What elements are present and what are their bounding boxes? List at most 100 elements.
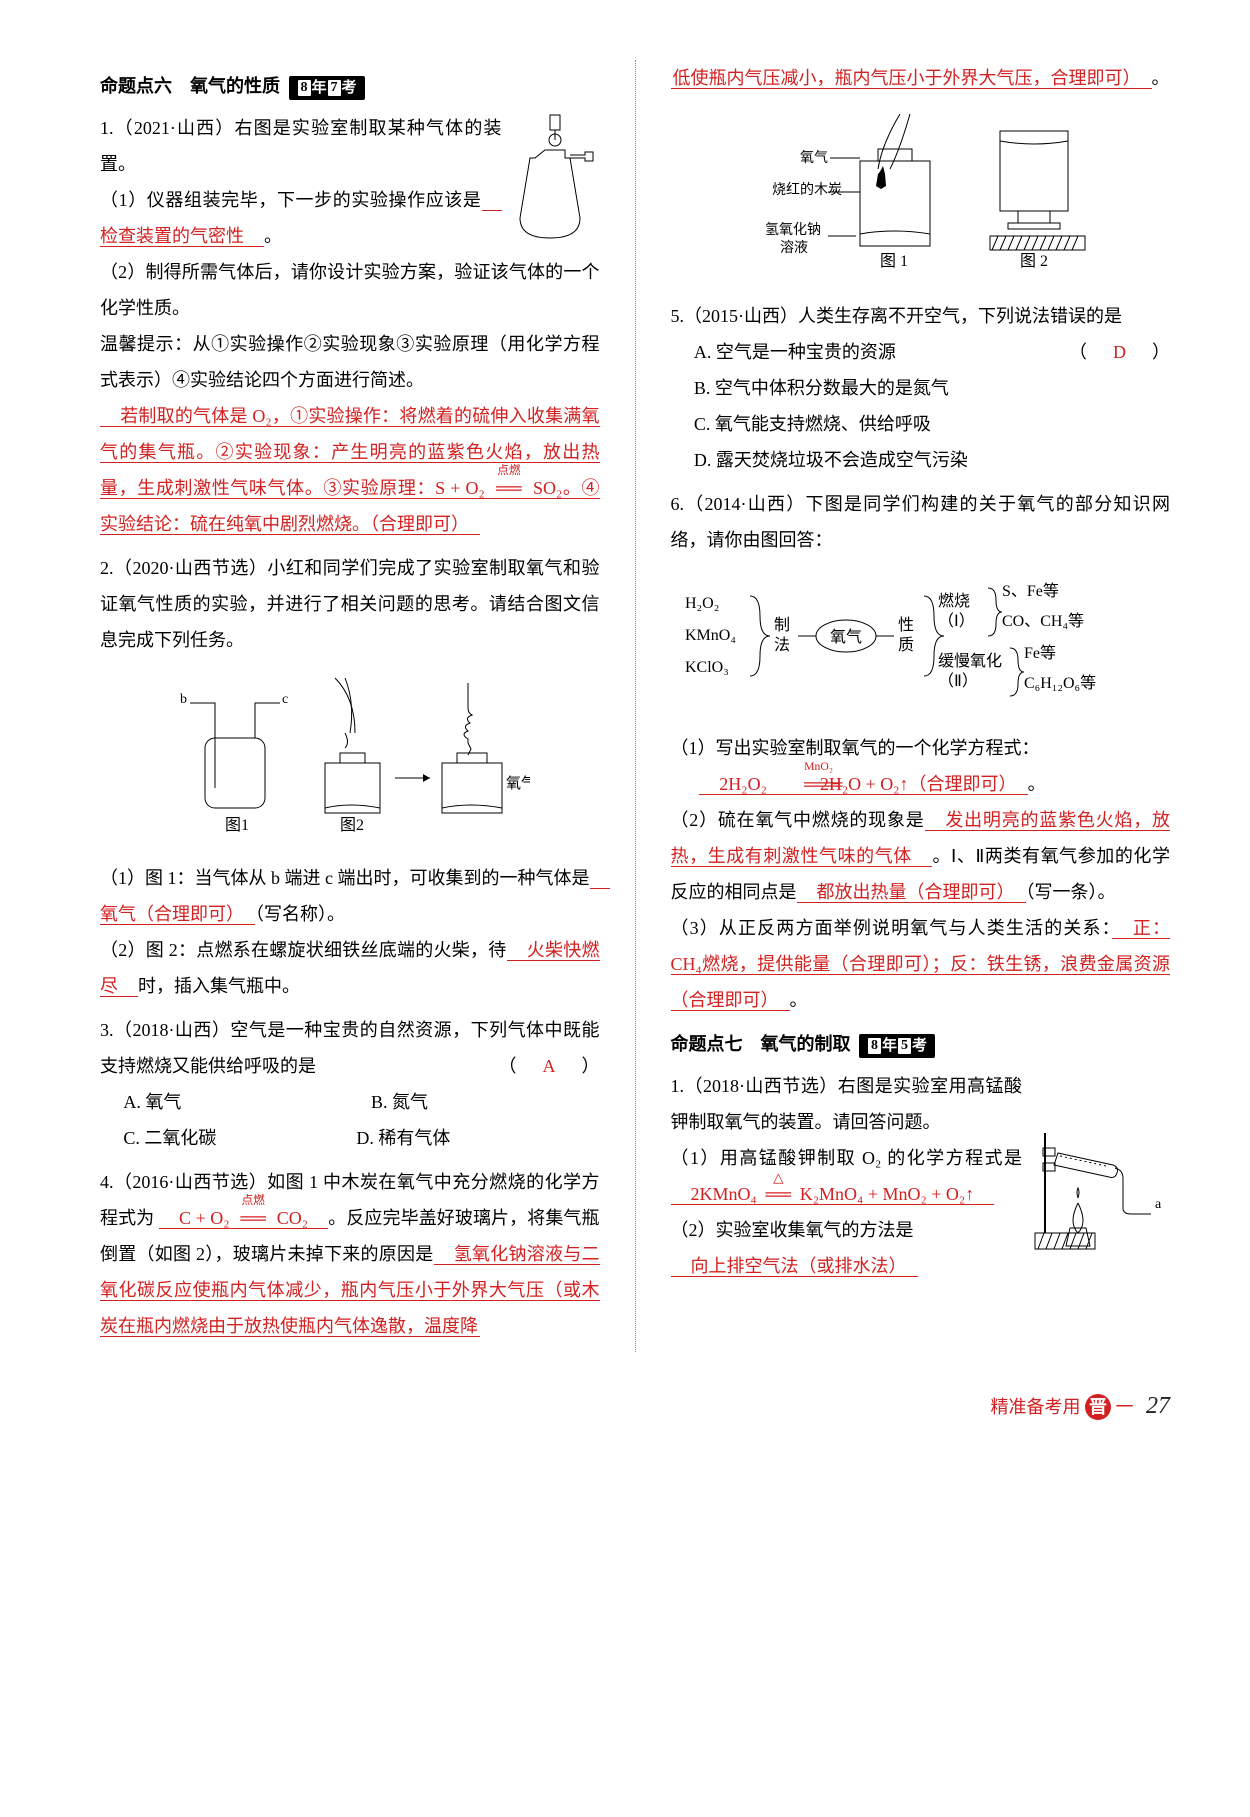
- q4-post: 。: [1152, 68, 1170, 88]
- topic6-title: 命题点六 氧气的性质: [100, 76, 280, 96]
- q5-optB: B. 空气中体积分数最大的是氮气: [671, 370, 1171, 406]
- q3-choice: A: [535, 1056, 564, 1076]
- svg-text:H₂O₂: H₂O₂: [685, 595, 719, 612]
- q3-choice-slot: （ A ）: [499, 1048, 600, 1084]
- q1-p1-pre: （1）仪器组装完毕，下一步的实验操作应该是: [100, 190, 482, 210]
- q4-label: 4.: [100, 1172, 114, 1192]
- svg-text:氧气: 氧气: [506, 775, 530, 792]
- svg-text:烧红的木炭: 烧红的木炭: [772, 182, 842, 198]
- q2-figure: b c 图1 图2: [100, 668, 600, 850]
- q6-label: 6.: [671, 494, 685, 514]
- q4-eq-a: C + O₂: [159, 1208, 236, 1229]
- svg-text:（Ⅱ）: （Ⅱ）: [938, 672, 978, 690]
- q2-p2-post: 时，插入集气瓶中。: [138, 976, 300, 996]
- q4-eq-b: CO₂: [270, 1208, 328, 1229]
- question-4-cont: 低使瓶内气压减小，瓶内气压小于外界大气压，合理即可） 。 氧气 烧红的木炭 氢氧…: [671, 60, 1171, 288]
- q2-label: 2.: [100, 558, 114, 578]
- question-6: 6.（2014·山西）下图是同学们构建的关于氧气的部分知识网络，请你由图回答： …: [671, 486, 1171, 1018]
- svg-text:氧气: 氧气: [800, 150, 828, 166]
- q2-stem: （2020·山西节选）小红和同学们完成了实验室制取氧气和验证氧气性质的实验，并进…: [100, 558, 600, 650]
- svg-text:制: 制: [774, 616, 790, 634]
- q7-1-stem: （2018·山西节选）右图是实验室用高锰酸钾制取氧气的装置。请回答问题。: [671, 1076, 1023, 1132]
- question-7-1: a 1.（2018·山西节选）右图是实验室用高锰酸钾制取氧气的装置。请回答问题。…: [671, 1068, 1171, 1284]
- q1-p2: （2）制得所需气体后，请你设计实验方案，验证该气体的一个化学性质。: [100, 254, 600, 326]
- topic-6-header: 命题点六 氧气的性质 8年7考: [100, 68, 600, 104]
- question-5: 5.（2015·山西）人类生存离不开空气，下列说法错误的是 （ D ） A. 空…: [671, 298, 1171, 478]
- q2-p2-pre: （2）图 2：点燃系在螺旋状细铁丝底端的火柴，待: [100, 940, 507, 960]
- q4-figure: 氧气 烧红的木炭 氢氧化钠 溶液 图 1: [671, 106, 1171, 288]
- svg-text:b: b: [180, 692, 187, 707]
- q6-p2-ans2: 都放出热量（合理即可）: [797, 882, 1026, 903]
- q1-p1-post: 。: [264, 226, 282, 246]
- question-1: 1.（2021·山西）右图是实验室制取某种气体的装置。 （1）仪器组装完毕，下一…: [100, 110, 600, 542]
- svg-text:性: 性: [898, 616, 914, 634]
- page-footer: 精准备考用 晋 一 27: [100, 1382, 1170, 1430]
- svg-text:C₆H₁₂O₆等: C₆H₁₂O₆等: [1024, 674, 1096, 692]
- svg-text:燃烧: 燃烧: [938, 592, 970, 610]
- q7-1-eq-b: K₂MnO₄ + MnO₂ + O₂↑: [793, 1184, 994, 1205]
- footer-tag: 精准备考用: [991, 1397, 1081, 1417]
- q7-1-p1-pre: （1）用高锰酸钾制取 O₂ 的化学方程式是: [671, 1148, 1023, 1168]
- q1-answer-cond: 点燃══: [492, 478, 526, 499]
- q4-ans2b: 低使瓶内气压减小，瓶内气压小于外界大气压，合理即可）: [671, 68, 1152, 89]
- svg-text:（Ⅰ）: （Ⅰ）: [938, 612, 975, 630]
- q6-p3-pre: （3）从正反两方面举例说明氧气与人类生活的关系：: [671, 918, 1112, 938]
- q6-p3-post: 。: [790, 990, 808, 1010]
- q3-optB: B. 氮气: [371, 1084, 600, 1120]
- topic-7-header: 命题点七 氧气的制取 8年5考: [671, 1026, 1171, 1062]
- svg-text:法: 法: [774, 636, 790, 654]
- q5-label: 5.: [671, 306, 685, 326]
- svg-text:图2: 图2: [340, 817, 364, 834]
- question-3: 3.（2018·山西）空气是一种宝贵的自然资源，下列气体中既能支持燃烧又能供给呼…: [100, 1012, 600, 1156]
- svg-text:KMnO₄: KMnO₄: [685, 627, 736, 644]
- svg-text:CO、CH₄等: CO、CH₄等: [1002, 612, 1084, 630]
- svg-text:图1: 图1: [225, 817, 249, 834]
- svg-text:缓慢氧化: 缓慢氧化: [938, 652, 1002, 670]
- q7-1-p2-pre: （2）实验室收集氧气的方法是: [671, 1220, 914, 1240]
- q1-label: 1.: [100, 118, 114, 138]
- svg-text:氧气: 氧气: [830, 628, 862, 646]
- q6-p2-pre: （2）硫在氧气中燃烧的现象是: [671, 810, 925, 830]
- footer-jin-icon: 晋: [1085, 1394, 1111, 1420]
- q6-p2-post: （写一条）。: [1026, 882, 1116, 902]
- svg-text:KClO₃: KClO₃: [685, 659, 729, 676]
- q5-choice-slot: （ D ）: [1069, 334, 1170, 370]
- q6-p1-cond: MnO₂═══: [773, 774, 813, 795]
- footer-dash: 一: [1116, 1397, 1134, 1417]
- q7-1-figure: a: [1030, 1108, 1170, 1270]
- q5-choice: D: [1105, 342, 1134, 362]
- q7-1-eq-a: 2KMnO₄: [671, 1184, 764, 1205]
- q6-p1-pre: （1）写出实验室制取氧气的一个化学方程式：: [671, 738, 1040, 758]
- q2-p1-pre: （1）图 1：当气体从 b 端进 c 端出时，可收集到的一种气体是: [100, 868, 590, 888]
- q4-eq-cond: 点燃══: [236, 1208, 270, 1229]
- q7-1-label: 1.: [671, 1076, 685, 1096]
- q6-p1-b: 2H₂O + O₂↑（合理即可）: [813, 774, 1027, 795]
- topic7-badge: 8年5考: [859, 1034, 935, 1058]
- svg-text:c: c: [282, 692, 288, 707]
- svg-text:S、Fe等: S、Fe等: [1002, 582, 1059, 600]
- q3-optC: C. 二氧化碳: [123, 1120, 352, 1156]
- q6-p1-a: 2H₂O₂: [699, 774, 773, 795]
- q5-optD: D. 露天焚烧垃圾不会造成空气污染: [671, 442, 1171, 478]
- q3-optD: D. 稀有气体: [356, 1120, 585, 1156]
- q5-stem: （2015·山西）人类生存离不开空气，下列说法错误的是: [684, 306, 1122, 326]
- q2-p1-post: （写名称）。: [255, 904, 345, 924]
- svg-text:图 1: 图 1: [880, 253, 908, 270]
- svg-text:氢氧化钠: 氢氧化钠: [765, 222, 821, 238]
- q6-stem: （2014·山西）下图是同学们构建的关于氧气的部分知识网络，请你由图回答：: [671, 494, 1171, 550]
- q1-hint: 温馨提示：从①实验操作②实验现象③实验原理（用化学方程式表示）④实验结论四个方面…: [100, 326, 600, 398]
- svg-text:质: 质: [898, 636, 914, 654]
- q3-optA: A. 氧气: [123, 1084, 352, 1120]
- question-2: 2.（2020·山西节选）小红和同学们完成了实验室制取氧气和验证氧气性质的实验，…: [100, 550, 600, 1004]
- topic6-badge: 8年7考: [289, 76, 365, 100]
- svg-text:a: a: [1155, 1197, 1162, 1212]
- page-number: 27: [1146, 1393, 1170, 1419]
- svg-text:溶液: 溶液: [780, 240, 808, 256]
- q3-options: A. 氧气 B. 氮气 C. 二氧化碳 D. 稀有气体: [100, 1084, 600, 1156]
- q3-label: 3.: [100, 1020, 114, 1040]
- question-4: 4.（2016·山西节选）如图 1 中木炭在氧气中充分燃烧的化学方程式为 C +…: [100, 1164, 600, 1344]
- topic7-title: 命题点七 氧气的制取: [671, 1034, 851, 1054]
- q6-network: H₂O₂ KMnO₄ KClO₃ 制 法 氧气 性 质 燃烧 （Ⅰ: [671, 568, 1171, 720]
- q1-apparatus-figure: [510, 110, 600, 252]
- q7-1-eq-cond: △══: [763, 1184, 793, 1205]
